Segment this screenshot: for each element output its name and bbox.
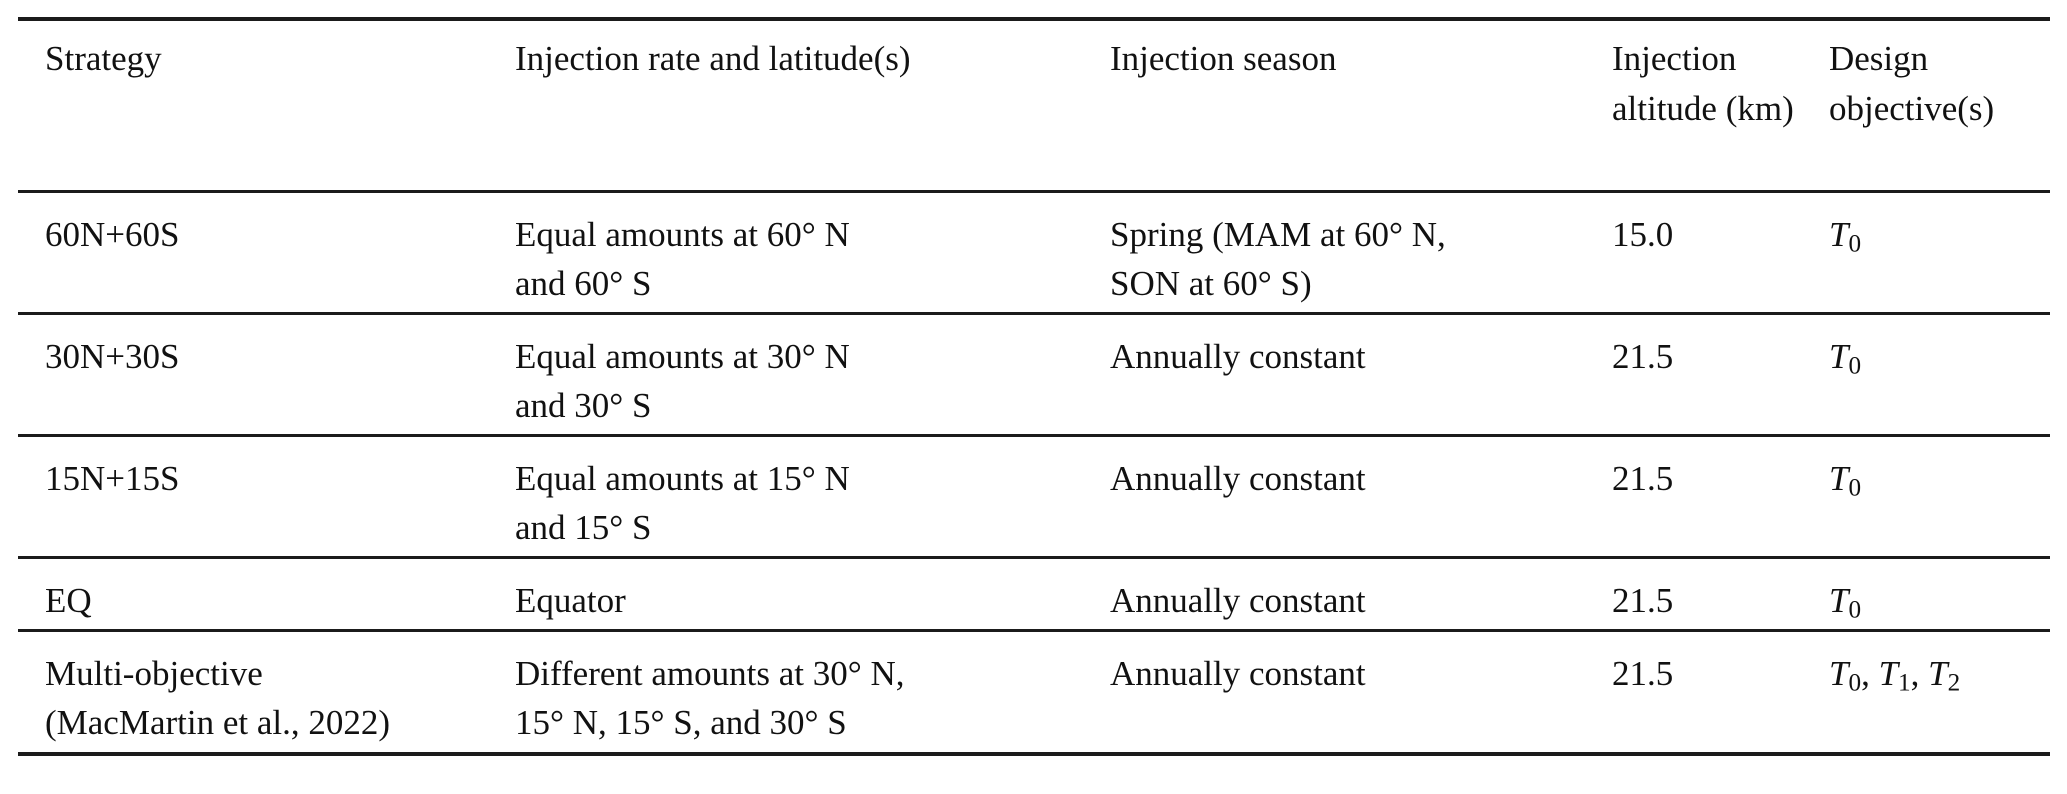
cell-altitude: 21.5 [1612, 653, 1674, 693]
cell-objectives: T0 [1829, 336, 1862, 380]
cell-rate: Different amounts at 30° N, 15° N, 15° S,… [515, 653, 905, 743]
cell-strategy: EQ [45, 580, 92, 620]
col-header-objective: Design objective(s) [1829, 39, 1995, 128]
cell-rate: Equator [515, 580, 626, 620]
col-header-season: Injection season [1110, 39, 1337, 78]
cell-season: Annually constant [1110, 580, 1366, 620]
cell-strategy: 30N+30S [45, 336, 180, 376]
cell-altitude: 21.5 [1612, 580, 1674, 620]
cell-season: Annually constant [1110, 458, 1366, 498]
injection-strategies-table: Strategy Injection rate and latitude(s) … [18, 17, 2050, 756]
table-header: Strategy Injection rate and latitude(s) … [18, 19, 2050, 191]
cell-altitude: 21.5 [1612, 336, 1674, 376]
cell-season: Spring (MAM at 60° N, SON at 60° S) [1110, 214, 1446, 304]
table-row: EQ Equator Annually constant 21.5 T0 [18, 557, 2050, 630]
col-header-strategy: Strategy [45, 39, 162, 78]
cell-strategy: Multi-objective (MacMartin et al., 2022) [45, 653, 391, 743]
cell-season: Annually constant [1110, 653, 1366, 693]
cell-strategy: 15N+15S [45, 458, 180, 498]
cell-objectives: T0 [1829, 214, 1862, 258]
cell-objectives: T0 [1829, 580, 1862, 624]
cell-strategy: 60N+60S [45, 214, 180, 254]
col-header-altitude: Injection altitude (km) [1612, 39, 1794, 128]
cell-objectives: T0 [1829, 458, 1862, 502]
cell-season: Annually constant [1110, 336, 1366, 376]
col-header-rate: Injection rate and latitude(s) [515, 39, 911, 78]
table-row: Multi-objective (MacMartin et al., 2022) D… [18, 630, 2050, 754]
header-row: Strategy Injection rate and latitude(s) … [18, 19, 2050, 191]
cell-objectives: T0, T1, T2 [1829, 653, 1961, 697]
cell-altitude: 21.5 [1612, 458, 1674, 498]
cell-altitude: 15.0 [1612, 214, 1674, 254]
